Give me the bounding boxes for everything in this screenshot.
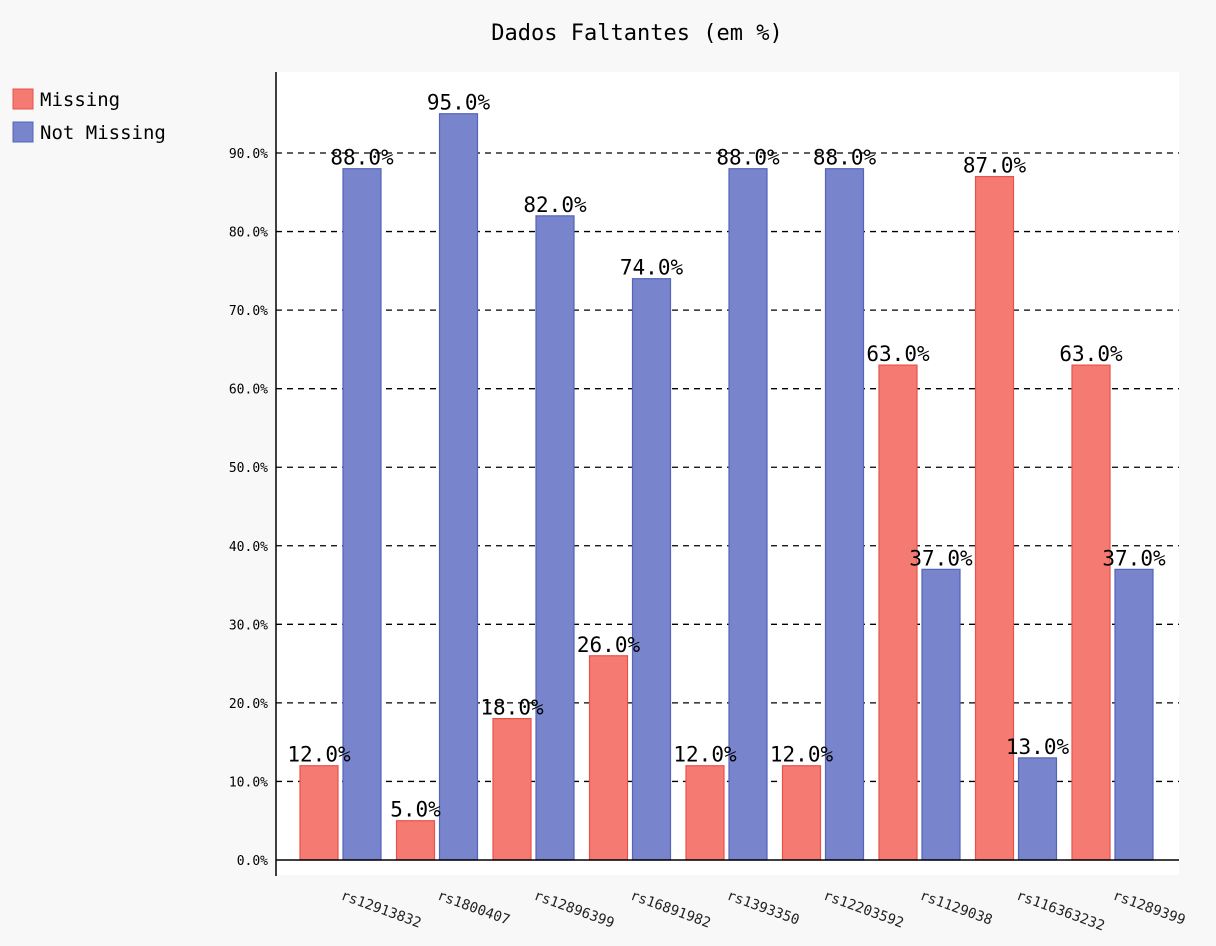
value-label-missing-rs16891982: 26.0%: [577, 633, 641, 657]
value-label-missing-rs1393350: 12.0%: [673, 743, 737, 767]
value-label-missing-rs12913832: 12.0%: [287, 743, 351, 767]
bar-missing-rs1393350: [685, 765, 725, 861]
value-label-not-missing-rs1289399: 37.0%: [1102, 546, 1166, 570]
y-tick-label-7: 70.0%: [229, 304, 268, 319]
value-label-not-missing-rs12203592: 88.0%: [813, 146, 877, 170]
gridlines: [276, 152, 1179, 783]
value-label-not-missing-rs1129038: 37.0%: [909, 546, 973, 570]
axes: [275, 72, 1179, 876]
plot-area: [276, 72, 1179, 875]
value-label-not-missing-rs1800407: 95.0%: [427, 91, 491, 115]
bar-not-missing-rs1800407: [438, 113, 479, 861]
y-tick-label-9: 90.0%: [229, 147, 268, 162]
bar-not-missing-rs1129038: [921, 568, 961, 861]
bar-missing-rs12913832: [299, 765, 339, 861]
legend-label-0: Missing: [40, 89, 120, 111]
bars: [299, 113, 1154, 861]
bar-missing-rs1129038: [878, 364, 918, 861]
value-label-not-missing-rs116363232: 13.0%: [1006, 735, 1070, 759]
y-tick-label-2: 20.0%: [229, 697, 268, 712]
x-tick-label-rs16891982: rs16891982: [628, 888, 713, 932]
bar-not-missing-rs16891982: [631, 278, 672, 861]
value-label-not-missing-rs12913832: 88.0%: [330, 146, 394, 170]
y-axis-ticks: 0.0% 10.0% 20.0% 30.0% 40.0% 50.0% 60.0% 70.0% 8…: [229, 147, 268, 869]
bar-missing-rs16891982: [588, 655, 629, 861]
value-label-missing-rs12203592: 12.0%: [770, 743, 834, 767]
x-tick-label-rs12896399: rs12896399: [532, 888, 617, 932]
y-tick-label-8: 80.0%: [229, 226, 268, 241]
x-tick-label-rs1129038: rs1129038: [918, 888, 995, 929]
y-tick-label-0: 0.0%: [237, 854, 268, 869]
y-tick-label-4: 40.0%: [229, 540, 268, 555]
x-tick-label-rs1393350: rs1393350: [725, 888, 802, 929]
y-tick-label-6: 60.0%: [229, 383, 268, 398]
bar-not-missing-rs12896399: [535, 215, 575, 861]
bar-missing-rs1800407: [395, 820, 436, 861]
bar-not-missing-rs1289399: [1114, 568, 1154, 861]
value-label-missing-rs1129038: 63.0%: [866, 342, 930, 366]
x-tick-label-rs116363232: rs116363232: [1014, 888, 1107, 935]
value-label-not-missing-rs1393350: 88.0%: [716, 146, 780, 170]
legend-swatch-1: [12, 121, 34, 143]
bar-missing-rs1289399: [1071, 364, 1111, 861]
legend: Missing Not Missing: [12, 88, 166, 144]
y-tick-label-3: 30.0%: [229, 618, 268, 633]
value-label-not-missing-rs16891982: 74.0%: [620, 256, 684, 280]
bar-not-missing-rs1393350: [728, 168, 768, 861]
value-label-missing-rs12896399: 18.0%: [480, 696, 544, 720]
value-label-missing-rs116363232: 87.0%: [963, 154, 1027, 178]
bar-not-missing-rs116363232: [1017, 757, 1058, 861]
value-label-not-missing-rs12896399: 82.0%: [523, 193, 587, 217]
bar-missing-rs12896399: [492, 717, 532, 861]
legend-swatch-0: [12, 88, 34, 110]
value-labels: 12.0% 88.0% 5.0% 95.0% 18.0% 82.0% 26.0% 74.0% 1…: [287, 91, 1166, 822]
x-tick-label-rs1289399: rs1289399: [1111, 888, 1188, 929]
bar-not-missing-rs12203592: [824, 168, 865, 861]
value-label-missing-rs1800407: 5.0%: [390, 798, 441, 822]
x-tick-label-rs12913832: rs12913832: [339, 888, 424, 932]
chart-title: Dados Faltantes (em %): [491, 21, 782, 46]
x-tick-label-rs1800407: rs1800407: [435, 888, 512, 929]
x-tick-label-rs12203592: rs12203592: [821, 888, 906, 932]
bar-missing-rs116363232: [974, 175, 1015, 861]
legend-label-1: Not Missing: [40, 122, 166, 144]
y-tick-label-1: 10.0%: [229, 775, 268, 790]
bar-missing-rs12203592: [781, 765, 822, 861]
y-tick-label-5: 50.0%: [229, 461, 268, 476]
value-label-missing-rs1289399: 63.0%: [1059, 342, 1123, 366]
x-axis-categories: rs12913832 rs1800407 rs12896399 rs16891982 r…: [339, 888, 1188, 935]
